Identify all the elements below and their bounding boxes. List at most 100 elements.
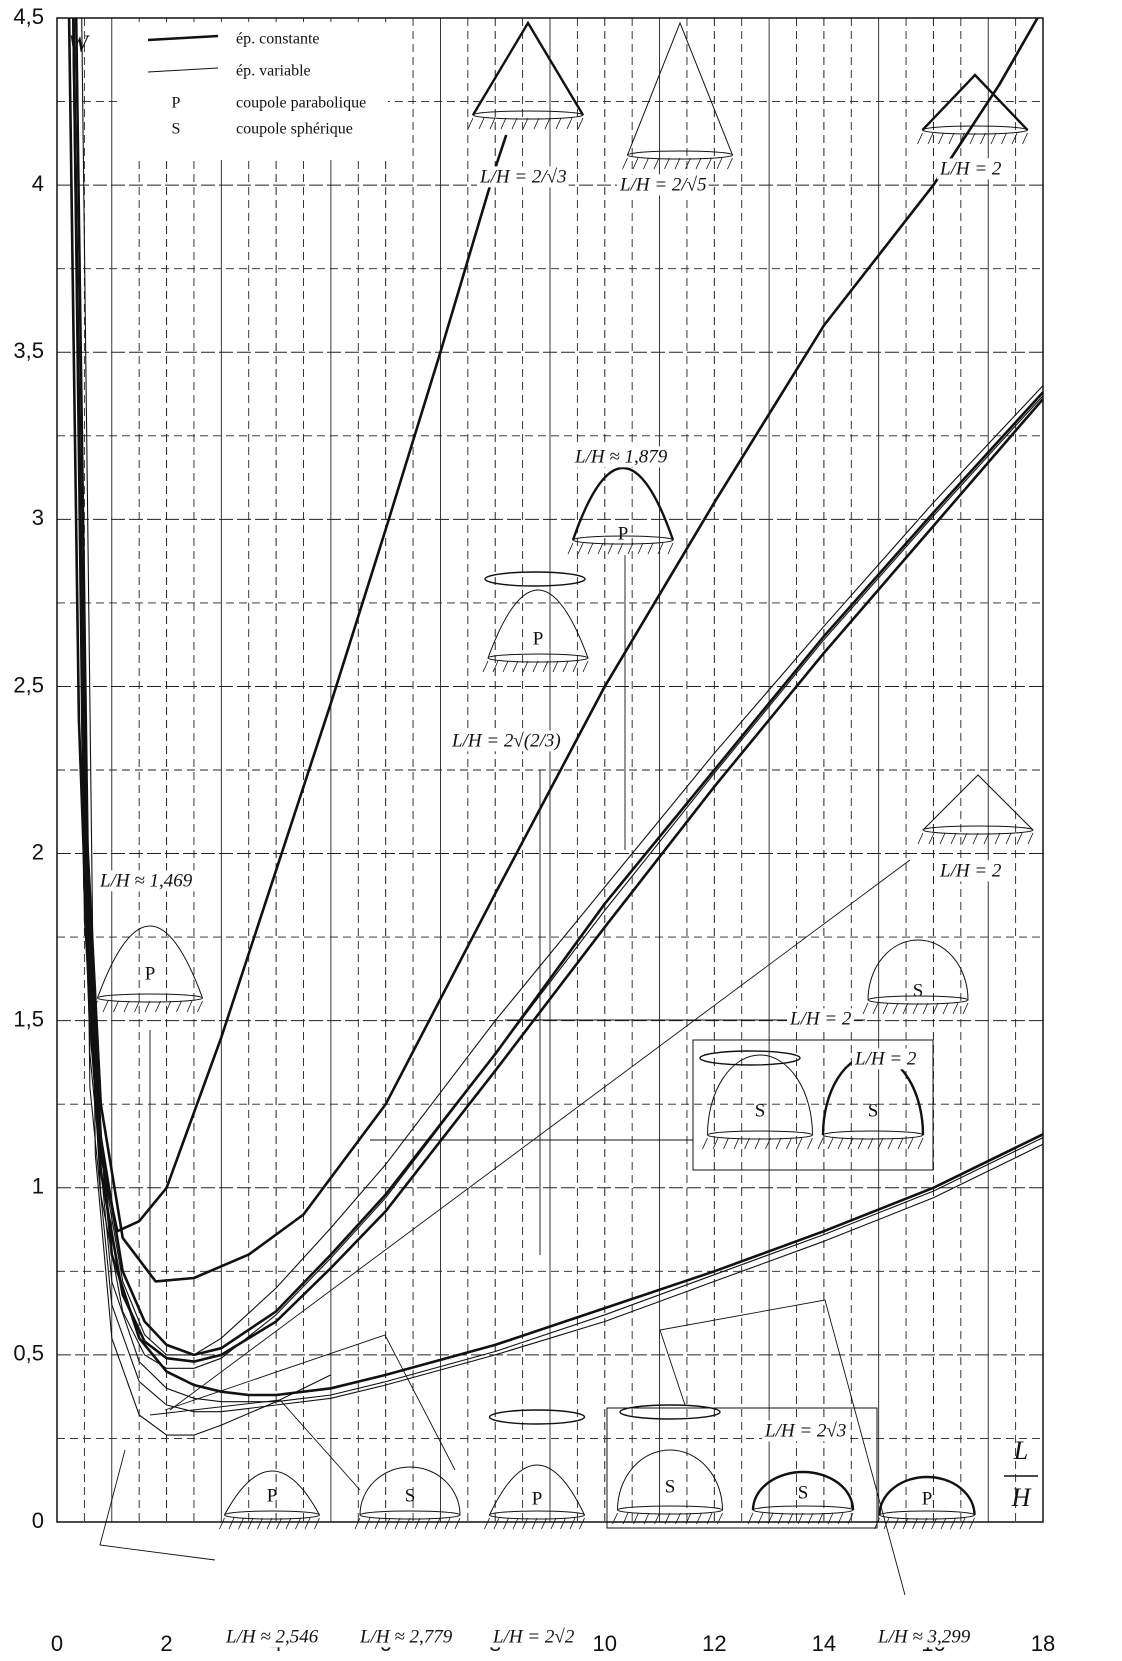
support [903, 1003, 908, 1014]
support [868, 1138, 873, 1149]
dome-base [488, 654, 588, 662]
support [578, 543, 583, 554]
support [724, 1138, 729, 1149]
x-axis-label: L [1013, 1436, 1028, 1465]
support [943, 1003, 948, 1014]
support [970, 133, 975, 144]
y-axis-label: W [68, 32, 90, 58]
support [963, 1003, 968, 1014]
support [623, 158, 628, 169]
dome-letter: S [405, 1485, 416, 1506]
annotation: L/H = 2√3 [764, 1420, 846, 1441]
support [898, 1138, 903, 1149]
support [503, 661, 508, 672]
annotation: L/H = 2/√3 [479, 166, 567, 187]
support [696, 158, 701, 169]
support [479, 118, 484, 129]
support [973, 833, 978, 844]
dome-base [225, 1511, 320, 1519]
support [923, 1003, 928, 1014]
support [675, 158, 680, 169]
dome-base [708, 1131, 813, 1139]
support [940, 833, 945, 844]
support [970, 1518, 975, 1529]
load-ring [490, 1410, 585, 1424]
support [177, 1001, 182, 1012]
support [220, 1518, 225, 1529]
support [828, 1138, 833, 1149]
support [1023, 133, 1028, 144]
annotation: L/H ≈ 2,779 [359, 1626, 453, 1647]
support [941, 1518, 946, 1529]
x-tick-label: 0 [51, 1631, 63, 1656]
support [913, 1003, 918, 1014]
curve [73, 18, 1037, 1281]
support [808, 1138, 813, 1149]
support [296, 1518, 301, 1529]
support [894, 1518, 899, 1529]
dome-letter: P [145, 963, 156, 984]
dome-base [360, 1511, 460, 1519]
support [654, 158, 659, 169]
support [513, 1518, 518, 1529]
annotation: L/H = 2 [854, 1048, 917, 1069]
dome-letter: P [618, 523, 629, 544]
support [951, 833, 956, 844]
support [286, 1518, 291, 1529]
support [145, 1001, 150, 1012]
support [893, 1003, 898, 1014]
grid [57, 18, 1043, 1522]
chart: W L H 02468101214161800,511,522,533,544,… [0, 0, 1122, 1661]
support [686, 158, 691, 169]
support [858, 1138, 863, 1149]
annotation: L/H = 2√(2/3) [451, 730, 561, 751]
annotation: L/H = 2√2 [492, 1626, 575, 1647]
support [928, 133, 933, 144]
support [1012, 133, 1017, 144]
support [532, 1518, 537, 1529]
support [258, 1518, 263, 1529]
y-tick-label: 4,5 [13, 4, 44, 29]
support [567, 118, 572, 129]
legend-label: coupole parabolique [236, 95, 366, 112]
y-tick-label: 0 [32, 1508, 44, 1533]
curve [73, 18, 1043, 1368]
dome-base [753, 1506, 853, 1514]
dome-outline [923, 775, 1033, 830]
annotation: L/H = 2 [939, 158, 1002, 179]
support [570, 1518, 575, 1529]
support [888, 1138, 893, 1149]
annotation: L/H ≈ 1,879 [574, 446, 668, 467]
annotation: L/H = 2 [939, 860, 1002, 881]
support [553, 661, 558, 672]
y-tick-label: 2,5 [13, 672, 44, 697]
dome-letter: S [798, 1482, 809, 1503]
support [734, 1138, 739, 1149]
support [504, 1518, 509, 1529]
support [561, 1518, 566, 1529]
support [962, 833, 967, 844]
support [638, 543, 643, 554]
support [908, 1138, 913, 1149]
support [918, 133, 923, 144]
support [918, 1138, 923, 1149]
support [932, 1518, 937, 1529]
support [198, 1001, 203, 1012]
dome-letter: S [665, 1476, 676, 1497]
support [305, 1518, 310, 1529]
dome-base [490, 1511, 585, 1519]
dome-base [628, 151, 733, 159]
support [1028, 833, 1033, 844]
dome-base [880, 1511, 975, 1519]
dome-outline [628, 23, 733, 155]
y-tick-label: 0,5 [13, 1341, 44, 1366]
support [1002, 133, 1007, 144]
support [949, 133, 954, 144]
support [580, 1518, 585, 1529]
support [534, 118, 539, 129]
x-tick-label: 14 [812, 1631, 836, 1656]
support [103, 1001, 108, 1012]
dome-letter: P [922, 1488, 933, 1509]
dome-base [923, 126, 1028, 134]
